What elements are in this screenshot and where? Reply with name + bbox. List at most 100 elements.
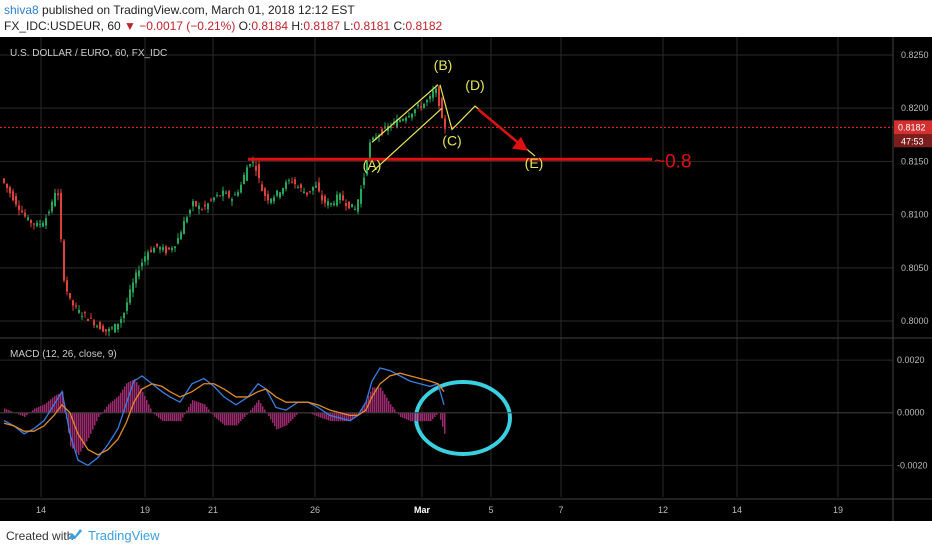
- macd-histogram-bar: [56, 394, 58, 413]
- candle-body: [15, 195, 17, 205]
- candle-body: [192, 201, 194, 207]
- macd-histogram-bar: [264, 409, 266, 413]
- macd-histogram-bar: [202, 403, 204, 413]
- macd-histogram-bar: [114, 399, 116, 413]
- time-tick-label: 14: [36, 505, 46, 515]
- macd-histogram-bar: [252, 407, 254, 413]
- macd-histogram-bar: [120, 392, 122, 413]
- macd-histogram-bar: [42, 405, 44, 413]
- candle-body: [189, 210, 191, 214]
- macd-histogram-bar: [256, 402, 258, 413]
- macd-histogram-bar: [230, 412, 232, 426]
- candle-body: [57, 193, 59, 196]
- macd-histogram-bar: [434, 412, 436, 417]
- candle-body: [24, 212, 26, 217]
- candle-body: [102, 325, 104, 332]
- candle-body: [330, 203, 332, 205]
- macd-histogram-bar: [124, 386, 126, 413]
- candle-body: [159, 247, 161, 250]
- macd-histogram-bar: [18, 412, 20, 415]
- tradingview-brand[interactable]: TradingView: [88, 528, 160, 543]
- chart-header: shiva8 published on TradingView.com, Mar…: [0, 0, 932, 36]
- price-change: ▼ −0.0017 (−0.21%): [124, 19, 236, 33]
- macd-histogram-bar: [182, 412, 184, 418]
- candle-body: [168, 247, 170, 250]
- candle-body: [66, 280, 68, 292]
- macd-histogram-bar: [70, 412, 72, 447]
- candle-body: [162, 247, 164, 250]
- macd-histogram-bar: [436, 412, 438, 415]
- candle-body: [204, 204, 206, 207]
- down-arrow-head: [512, 136, 528, 151]
- macd-histogram-bar: [332, 412, 334, 422]
- wave-label: (C): [442, 132, 461, 148]
- candle-body: [363, 177, 365, 186]
- macd-histogram-bar: [322, 412, 324, 419]
- macd-histogram-bar: [402, 412, 404, 418]
- time-tick-label: 14: [732, 505, 742, 515]
- publish-info: shiva8 published on TradingView.com, Mar…: [4, 3, 355, 17]
- low-value: 0.8181: [353, 19, 391, 33]
- candle-body: [111, 327, 113, 329]
- candle-body: [345, 203, 347, 207]
- candle-body: [414, 109, 416, 114]
- macd-histogram-bar: [374, 387, 376, 413]
- candle-body: [267, 194, 269, 201]
- time-tick-label: Mar: [414, 505, 431, 515]
- candle-body: [306, 192, 308, 195]
- macd-histogram-bar: [228, 412, 230, 426]
- candle-body: [81, 315, 83, 317]
- macd-indicator: [0, 367, 893, 467]
- macd-histogram-bar: [394, 409, 396, 413]
- wave-label: (A): [363, 157, 382, 173]
- macd-histogram-bar: [156, 412, 158, 417]
- candle-body: [222, 190, 224, 197]
- macd-histogram-bar: [220, 412, 222, 423]
- candle-body: [33, 223, 35, 225]
- grid: [0, 37, 893, 497]
- macd-histogram-bar: [106, 406, 108, 413]
- macd-histogram-bar: [192, 400, 194, 413]
- macd-histogram-bar: [190, 403, 192, 413]
- candle-body: [324, 196, 326, 203]
- macd-histogram-bar: [32, 410, 34, 413]
- candle-body: [261, 184, 263, 191]
- candle-body: [108, 328, 110, 332]
- macd-histogram-bar: [110, 402, 112, 413]
- candle-body: [153, 247, 155, 253]
- candle-body: [147, 252, 149, 261]
- macd-histogram-bar: [408, 412, 410, 421]
- price-tick-label: 0.8100: [901, 210, 929, 220]
- macd-histogram-bar: [168, 412, 170, 422]
- macd-histogram-bar: [122, 389, 124, 413]
- candle-body: [348, 201, 350, 209]
- candle-body: [93, 320, 95, 326]
- chart-canvas[interactable]: ~0.8(A)(B)(C)(D)(E) 0.82500.82000.81500.…: [0, 37, 932, 521]
- candle-body: [156, 243, 158, 247]
- candle-body: [21, 210, 23, 213]
- macd-histogram-bar: [22, 412, 24, 417]
- macd-histogram-bar: [262, 406, 264, 413]
- macd-histogram-bar: [82, 412, 84, 449]
- candle-body: [27, 217, 29, 220]
- chart-panel[interactable]: ~0.8 (A) (B) (C) (D) (E) 0.8250 0.8200 0.8150 0.…: [0, 37, 932, 521]
- macd-histogram-bar: [112, 400, 114, 413]
- macd-histogram-bar: [444, 412, 446, 434]
- candle-body: [135, 272, 137, 284]
- author-link[interactable]: shiva8: [4, 3, 39, 17]
- candle-body: [321, 195, 323, 201]
- macd-histogram-bar: [284, 412, 286, 427]
- macd-histogram-bar: [232, 412, 234, 426]
- open-value: 0.8184: [251, 19, 289, 33]
- macd-histogram-bar: [68, 412, 70, 433]
- candle-body: [6, 183, 8, 188]
- macd-histogram-bar: [240, 412, 242, 422]
- macd-histogram-bar: [174, 412, 176, 422]
- macd-histogram-bar: [326, 412, 328, 420]
- candle-body: [48, 211, 50, 214]
- down-arrow-shaft: [477, 108, 521, 146]
- macd-histogram-bar: [254, 405, 256, 413]
- footer: Created with TradingView: [0, 521, 932, 550]
- macd-histogram-bar: [406, 412, 408, 420]
- candle-body: [3, 178, 5, 183]
